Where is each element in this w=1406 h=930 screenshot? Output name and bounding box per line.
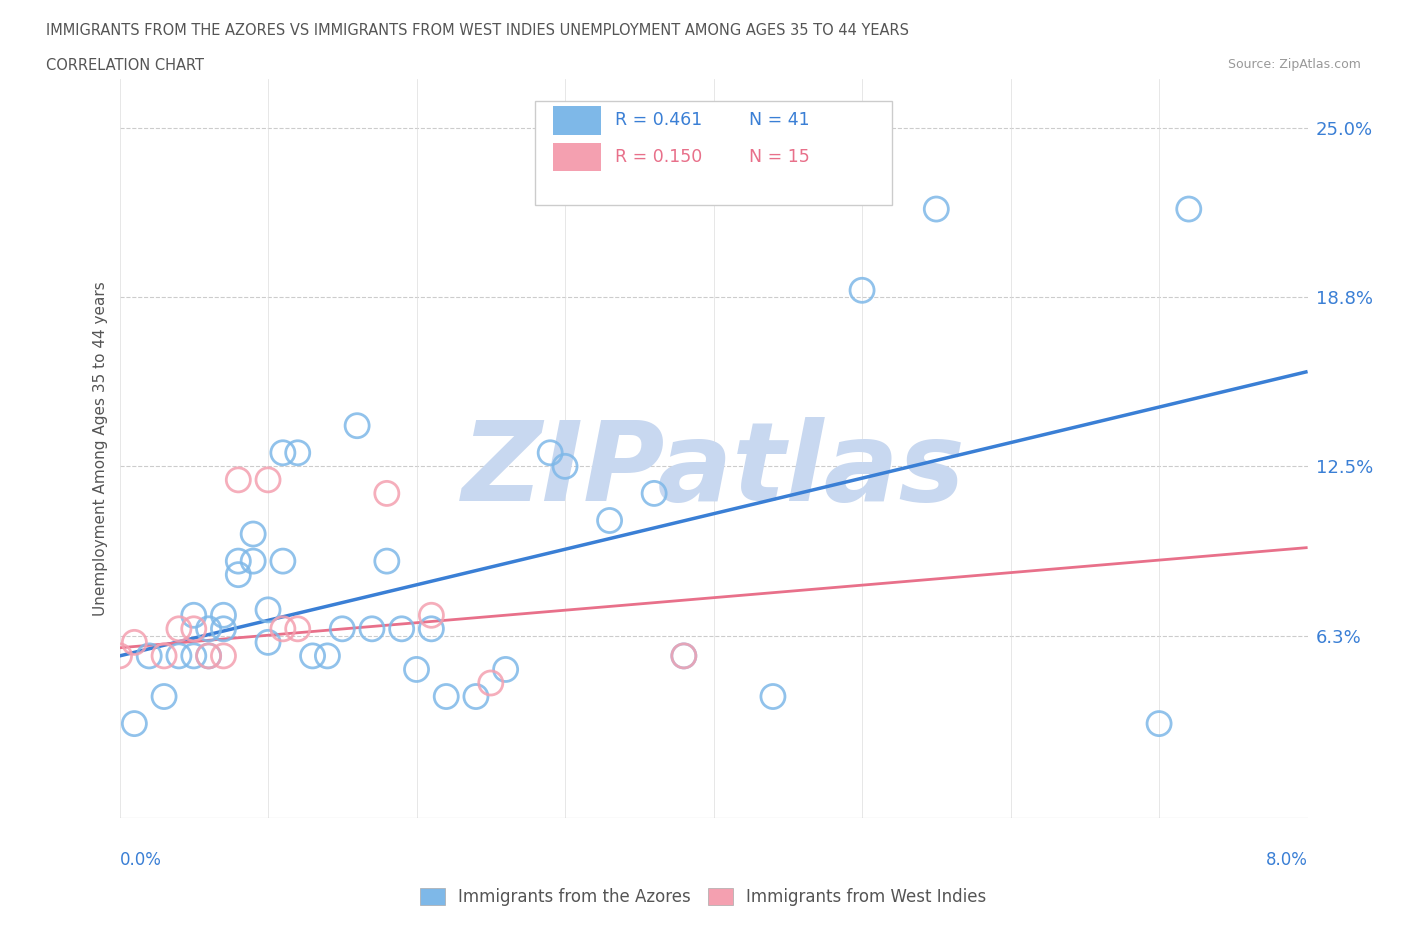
FancyBboxPatch shape: [553, 106, 600, 135]
Point: [287, 445, 309, 460]
Point: [479, 675, 502, 690]
Point: [643, 486, 665, 501]
Point: [287, 621, 309, 636]
FancyBboxPatch shape: [536, 101, 891, 205]
Point: [420, 608, 443, 623]
Point: [391, 621, 413, 636]
Y-axis label: Unemployment Among Ages 35 to 44 years: Unemployment Among Ages 35 to 44 years: [93, 282, 108, 616]
Point: [257, 472, 280, 487]
Point: [153, 648, 176, 663]
Point: [762, 689, 785, 704]
Point: [167, 648, 190, 663]
Point: [375, 486, 398, 501]
Text: 8.0%: 8.0%: [1265, 851, 1308, 870]
Point: [1178, 202, 1201, 217]
Point: [257, 635, 280, 650]
Point: [599, 513, 621, 528]
Point: [375, 553, 398, 568]
Point: [153, 689, 176, 704]
Point: [257, 603, 280, 618]
Point: [301, 648, 323, 663]
Point: [672, 648, 695, 663]
Text: IMMIGRANTS FROM THE AZORES VS IMMIGRANTS FROM WEST INDIES UNEMPLOYMENT AMONG AGE: IMMIGRANTS FROM THE AZORES VS IMMIGRANTS…: [46, 23, 910, 38]
Text: R = 0.461: R = 0.461: [614, 112, 702, 129]
Point: [672, 648, 695, 663]
Text: ZIPatlas: ZIPatlas: [461, 418, 966, 525]
Point: [420, 621, 443, 636]
FancyBboxPatch shape: [553, 143, 600, 171]
Point: [316, 648, 339, 663]
Point: [464, 689, 488, 704]
Point: [434, 689, 457, 704]
Point: [212, 621, 235, 636]
Point: [1147, 716, 1170, 731]
Point: [228, 472, 250, 487]
Point: [197, 648, 219, 663]
Point: [138, 648, 160, 663]
Point: [124, 716, 146, 731]
Point: [242, 526, 264, 541]
Point: [361, 621, 384, 636]
Point: [925, 202, 948, 217]
Point: [212, 648, 235, 663]
Point: [183, 608, 205, 623]
Point: [183, 648, 205, 663]
Point: [197, 621, 219, 636]
Point: [330, 621, 353, 636]
Point: [212, 608, 235, 623]
Point: [183, 621, 205, 636]
Point: [124, 635, 146, 650]
Text: N = 15: N = 15: [749, 149, 810, 166]
Text: Source: ZipAtlas.com: Source: ZipAtlas.com: [1227, 58, 1361, 71]
Point: [271, 621, 294, 636]
Point: [197, 648, 219, 663]
Text: R = 0.150: R = 0.150: [614, 149, 702, 166]
Text: 0.0%: 0.0%: [120, 851, 162, 870]
Point: [554, 458, 576, 473]
Point: [271, 445, 294, 460]
Point: [228, 553, 250, 568]
Point: [851, 283, 873, 298]
Point: [108, 648, 131, 663]
Text: CORRELATION CHART: CORRELATION CHART: [46, 58, 204, 73]
Point: [167, 621, 190, 636]
Point: [346, 418, 368, 433]
Text: N = 41: N = 41: [749, 112, 810, 129]
Point: [228, 567, 250, 582]
Point: [538, 445, 561, 460]
Point: [495, 662, 517, 677]
Point: [405, 662, 427, 677]
Point: [242, 553, 264, 568]
Point: [271, 553, 294, 568]
Legend: Immigrants from the Azores, Immigrants from West Indies: Immigrants from the Azores, Immigrants f…: [413, 881, 993, 912]
